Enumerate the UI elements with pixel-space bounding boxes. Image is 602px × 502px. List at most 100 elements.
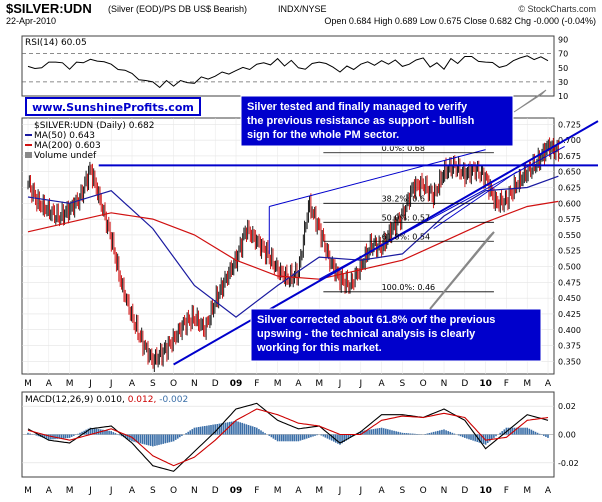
price-y-tick-label: 0.450 [558,294,581,303]
price-x-tick-label: D [461,379,468,389]
macd-panel: -0.02 0.00 0.02 MACD(12,26,9) 0.010, 0.012,… [21,391,579,478]
rsi-frame [21,35,555,97]
fib-level-label: 50.0%: 0.57 [382,213,430,222]
macd-x-tick-label: J [88,486,92,496]
price-panel: 0.350 0.375 0.400 0.425 0.450 0.475 0.500 0.525… [21,89,599,375]
ma50-line [27,175,559,318]
macd-x-tick-label: M [274,486,282,496]
macd-x-tick-label: O [170,486,177,496]
rsi-y-tick-label: 10 [558,92,568,101]
annotation-resistance-text: Silver tested and finally managed to ver… [247,101,475,141]
price-x-tick-label: A [545,379,552,389]
price-x-tick-label: F [504,379,509,389]
price-x-tick-label: A [46,379,53,389]
macd-x-tick-label: J [338,486,342,496]
price-x-tick-label: J [88,379,92,389]
rsi-panel: 10 30 50 70 90 RSI(14) 60.05 [21,35,568,101]
price-y-tick-label: 0.500 [558,263,581,272]
macd-x-tick-label: M [66,486,74,496]
website-label: www.SunshineProfits.com [32,101,194,114]
annotation-correction-line: upswing - the technical analysis is clea… [257,328,476,340]
annotation-correction-text: Silver corrected about 61.8% ovf the pre… [256,314,495,354]
chart-quote: Open 0.684 High 0.689 Low 0.675 Close 0.… [324,16,596,26]
price-y-tick-label: 0.575 [558,215,581,224]
price-y-tick-label: 0.625 [558,184,581,193]
price-x-tick-label: J [358,379,362,389]
fib-level-label: 0.0%: 0.68 [382,144,425,153]
macd-label: MACD(12,26,9) 0.010, 0.012, -0.002 [25,395,188,405]
legend-ma50-entry: MA(50) 0.643 [34,131,95,141]
price-x-tick-label: A [295,379,302,389]
annotation-correction-pointer [429,231,495,310]
macd-x-tick-label: A [46,486,53,496]
macd-y-tick-label: -0.02 [558,459,579,468]
price-y-tick-label: 0.525 [558,247,581,256]
price-x-tick-label: M [24,379,32,389]
price-x-tick-label: M [315,379,323,389]
price-y-tick-label: 0.550 [558,231,581,240]
chart-symbol: $SILVER:UDN [6,1,92,16]
macd-label-name: MACD(12,26,9) [25,395,96,405]
price-y-tick-label: 0.600 [558,199,581,208]
macd-x-tick-label: N [441,486,448,496]
price-y-tick-label: 0.400 [558,326,581,335]
macd-y-tick-label: 0.02 [558,402,576,411]
fib-level-label: 61.8%: 0.54 [382,232,430,241]
price-x-tick-label: N [441,379,448,389]
price-x-tick-label: F [254,379,259,389]
price-x-tick-label: 10 [479,379,492,389]
annotation-resistance-box [240,95,514,147]
fib-level-label: 38.2%: 0.6 [382,194,425,203]
trendline [318,146,565,280]
macd-x-tick-label: O [420,486,427,496]
macd-x-tick-label: J [358,486,362,496]
rsi-label: RSI(14) 60.05 [25,38,87,48]
trendline [269,149,486,207]
trendline [433,171,518,230]
price-x-tick-label: S [400,379,406,389]
macd-line [27,402,549,472]
price-x-tick-label: O [420,379,427,389]
price-y-tick-label: 0.375 [558,342,581,351]
macd-x-tick-label: D [212,486,219,496]
price-y-tick-label: 0.725 [558,120,581,129]
macd-x-axis: M A M J J A S O N D 09 F M A M J J A S O N D 10 F M A [24,486,552,496]
macd-x-tick-label: F [254,486,259,496]
macd-x-tick-label: S [400,486,406,496]
macd-x-tick-label: N [191,486,198,496]
chart-date: 22-Apr-2010 [6,16,56,26]
macd-value: 0.010, [96,395,128,405]
macd-x-tick-label: A [295,486,302,496]
chart-exchange: INDX/NYSE [278,4,327,14]
legend-volume-swatch [25,152,32,158]
macd-signal-line [27,408,549,467]
fib-level-label: 100.0%: 0.46 [382,283,436,292]
legend-volume-entry: Volume undef [34,151,97,161]
ma200-line [27,200,559,280]
macd-x-tick-label: 09 [230,486,243,496]
price-x-tick-label: N [191,379,198,389]
price-x-tick-label: J [109,379,113,389]
legend-ma200-entry: MA(200) 0.603 [34,141,101,151]
macd-x-tick-label: M [523,486,531,496]
annotation-correction-line: Silver corrected about 61.8% ovf the pre… [257,314,495,326]
macd-x-tick-label: A [129,486,136,496]
macd-x-tick-label: A [379,486,386,496]
stockcharts-watermark: © StockCharts.com [518,4,596,14]
price-y-tick-label: 0.475 [558,278,581,287]
rsi-y-tick-label: 30 [558,78,568,87]
price-y-tick-label: 0.700 [558,136,581,145]
macd-x-tick-label: D [461,486,468,496]
price-x-tick-label: 09 [230,379,243,389]
price-x-tick-label: M [66,379,74,389]
rsi-line [27,55,549,89]
price-x-axis: M A M J J A S O N D 09 F M A M J J A S O N D 10 F M A [24,379,552,389]
macd-x-tick-label: M [24,486,32,496]
chart-description: (Silver (EOD)/PS DB US$ Bearish) [108,4,247,14]
macd-x-tick-label: M [315,486,323,496]
macd-signal-value: 0.012, [128,395,160,405]
price-x-tick-label: D [212,379,219,389]
macd-x-tick-label: 10 [479,486,492,496]
